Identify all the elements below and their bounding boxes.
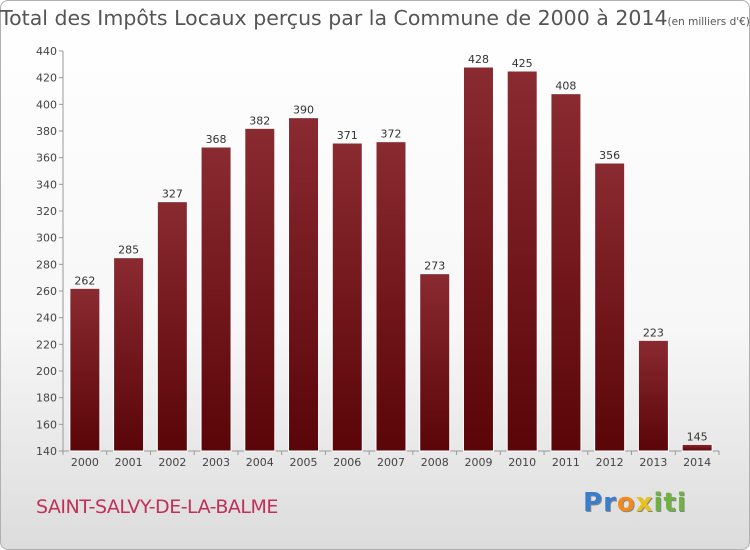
data-label-2008: 273 (424, 260, 445, 273)
bar-2007 (375, 141, 407, 452)
data-label-2004: 382 (249, 114, 270, 127)
bars-group (69, 66, 713, 452)
bar-2008 (419, 273, 451, 452)
x-tick-label-2008: 2008 (421, 456, 449, 469)
bar-2011 (550, 93, 582, 452)
y-tick-label: 180 (36, 392, 57, 405)
chart-title-text: Total des Impôts Locaux perçus par la Co… (0, 6, 668, 30)
data-label-2003: 368 (206, 133, 227, 146)
x-tick-label-2004: 2004 (246, 456, 274, 469)
data-label-2007: 372 (381, 128, 402, 141)
bar-2014 (681, 443, 713, 452)
y-axis: 140 160 180 200 220 240 260 280 300 320 340 360 380 4… (36, 45, 64, 458)
x-tick-label-2006: 2006 (333, 456, 361, 469)
bar-2002 (156, 201, 188, 452)
x-tick-label-2001: 2001 (115, 456, 143, 469)
data-label-2000: 262 (74, 274, 95, 287)
logo-letter: o (616, 488, 636, 518)
x-tick-label-2000: 2000 (71, 456, 99, 469)
x-tick-label-2007: 2007 (377, 456, 405, 469)
x-tick-label-2014: 2014 (683, 456, 711, 469)
bar-2005 (288, 117, 320, 452)
bar-2006 (331, 142, 363, 452)
y-tick-label: 280 (36, 258, 57, 271)
y-tick-label: 240 (36, 312, 57, 325)
data-label-2012: 356 (599, 149, 620, 162)
x-tick-label-2010: 2010 (508, 456, 536, 469)
y-tick-label: 420 (36, 72, 57, 85)
bar-2000 (69, 287, 101, 452)
bar-labels-group: 262 285 327 368 382 390 371 372 273 428 425 408 356 2… (74, 53, 707, 443)
bar-2013 (637, 339, 669, 452)
data-label-2010: 425 (512, 57, 533, 70)
data-label-2013: 223 (643, 326, 664, 339)
data-label-2006: 371 (337, 129, 358, 142)
bar-2004 (244, 127, 276, 452)
logo-letter: i (653, 488, 664, 518)
y-tick-label: 300 (36, 232, 57, 245)
y-tick-label: 340 (36, 178, 57, 191)
x-tick-label-2013: 2013 (639, 456, 667, 469)
data-label-2011: 408 (555, 80, 576, 93)
data-label-2009: 428 (468, 53, 489, 66)
chart-title: Total des Impôts Locaux perçus par la Co… (0, 6, 750, 30)
data-label-2014: 145 (687, 430, 708, 443)
x-tick-label-2005: 2005 (290, 456, 318, 469)
bar-2003 (200, 146, 232, 452)
logo-letter: x (635, 488, 654, 518)
y-tick-label: 220 (36, 338, 57, 351)
proxiti-logo: Proxiti (583, 488, 687, 518)
logo-letter: r (603, 488, 617, 518)
x-tick-label-2009: 2009 (464, 456, 492, 469)
logo-letter: t (663, 488, 677, 518)
x-tick-label-2003: 2003 (202, 456, 230, 469)
data-label-2005: 390 (293, 104, 314, 117)
y-tick-label: 320 (36, 205, 57, 218)
y-tick-label: 160 (36, 418, 57, 431)
y-tick-label: 440 (36, 45, 57, 58)
y-tick-label: 260 (36, 285, 57, 298)
bar-2010 (506, 70, 538, 452)
x-tick-label-2011: 2011 (552, 456, 580, 469)
y-tick-label: 400 (36, 98, 57, 111)
bar-2001 (113, 257, 145, 452)
bar-2009 (462, 66, 494, 452)
y-tick-label: 360 (36, 152, 57, 165)
chart-unit: (en milliers d'€) (667, 16, 750, 28)
x-tick-label-2012: 2012 (596, 456, 624, 469)
data-label-2001: 285 (118, 244, 139, 257)
commune-name: SAINT-SALVY-DE-LA-BALME (36, 496, 278, 518)
y-tick-label: 380 (36, 125, 57, 138)
y-tick-label: 140 (36, 445, 57, 458)
y-tick-label: 200 (36, 365, 57, 378)
logo-letter: i (676, 488, 687, 518)
logo-letter: P (583, 488, 604, 518)
x-axis: 2000 2001 2002 2003 2004 2005 2006 2007 2008 2009… (62, 450, 720, 469)
data-label-2002: 327 (162, 188, 183, 201)
x-tick-label-2002: 2002 (158, 456, 186, 469)
bar-2012 (594, 162, 626, 452)
